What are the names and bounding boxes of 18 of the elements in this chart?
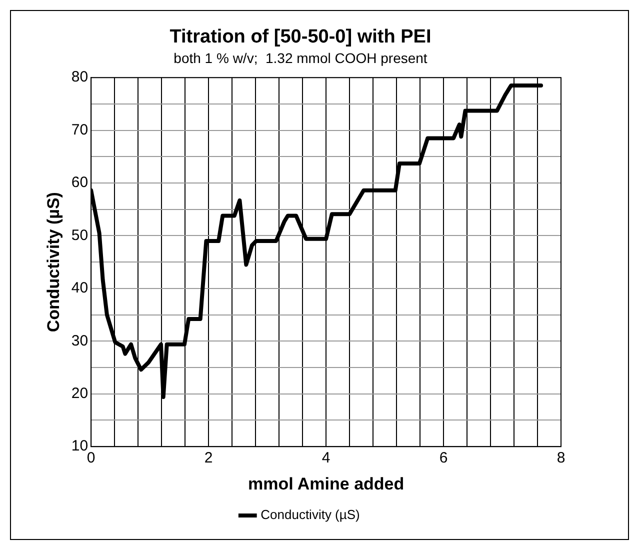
x-tick-label: 2 — [204, 450, 213, 467]
chart-title: Titration of [50-50-0] with PEI — [170, 26, 432, 48]
y-tick-label: 20 — [71, 385, 88, 402]
x-tick-label: 4 — [322, 450, 330, 467]
y-tick-label: 70 — [71, 121, 88, 138]
x-tick-label: 0 — [86, 450, 96, 467]
y-tick-label: 60 — [71, 174, 88, 192]
legend-label: Conductivity (µS) — [260, 507, 360, 522]
x-axis-title: mmol Amine added — [248, 474, 404, 494]
y-axis-title: Conductivity (µS) — [44, 192, 63, 332]
y-tick-label: 30 — [71, 332, 88, 350]
y-tick-label: 50 — [71, 226, 88, 244]
chart-subtitle: both 1 % w/v; 1.32 mmol COOH present — [174, 50, 428, 66]
x-tick-label: 8 — [556, 450, 566, 467]
y-tick-label: 80 — [71, 68, 88, 86]
x-tick-label: 6 — [439, 450, 448, 467]
y-tick-label: 10 — [71, 438, 88, 455]
y-tick-label: 40 — [71, 280, 88, 297]
